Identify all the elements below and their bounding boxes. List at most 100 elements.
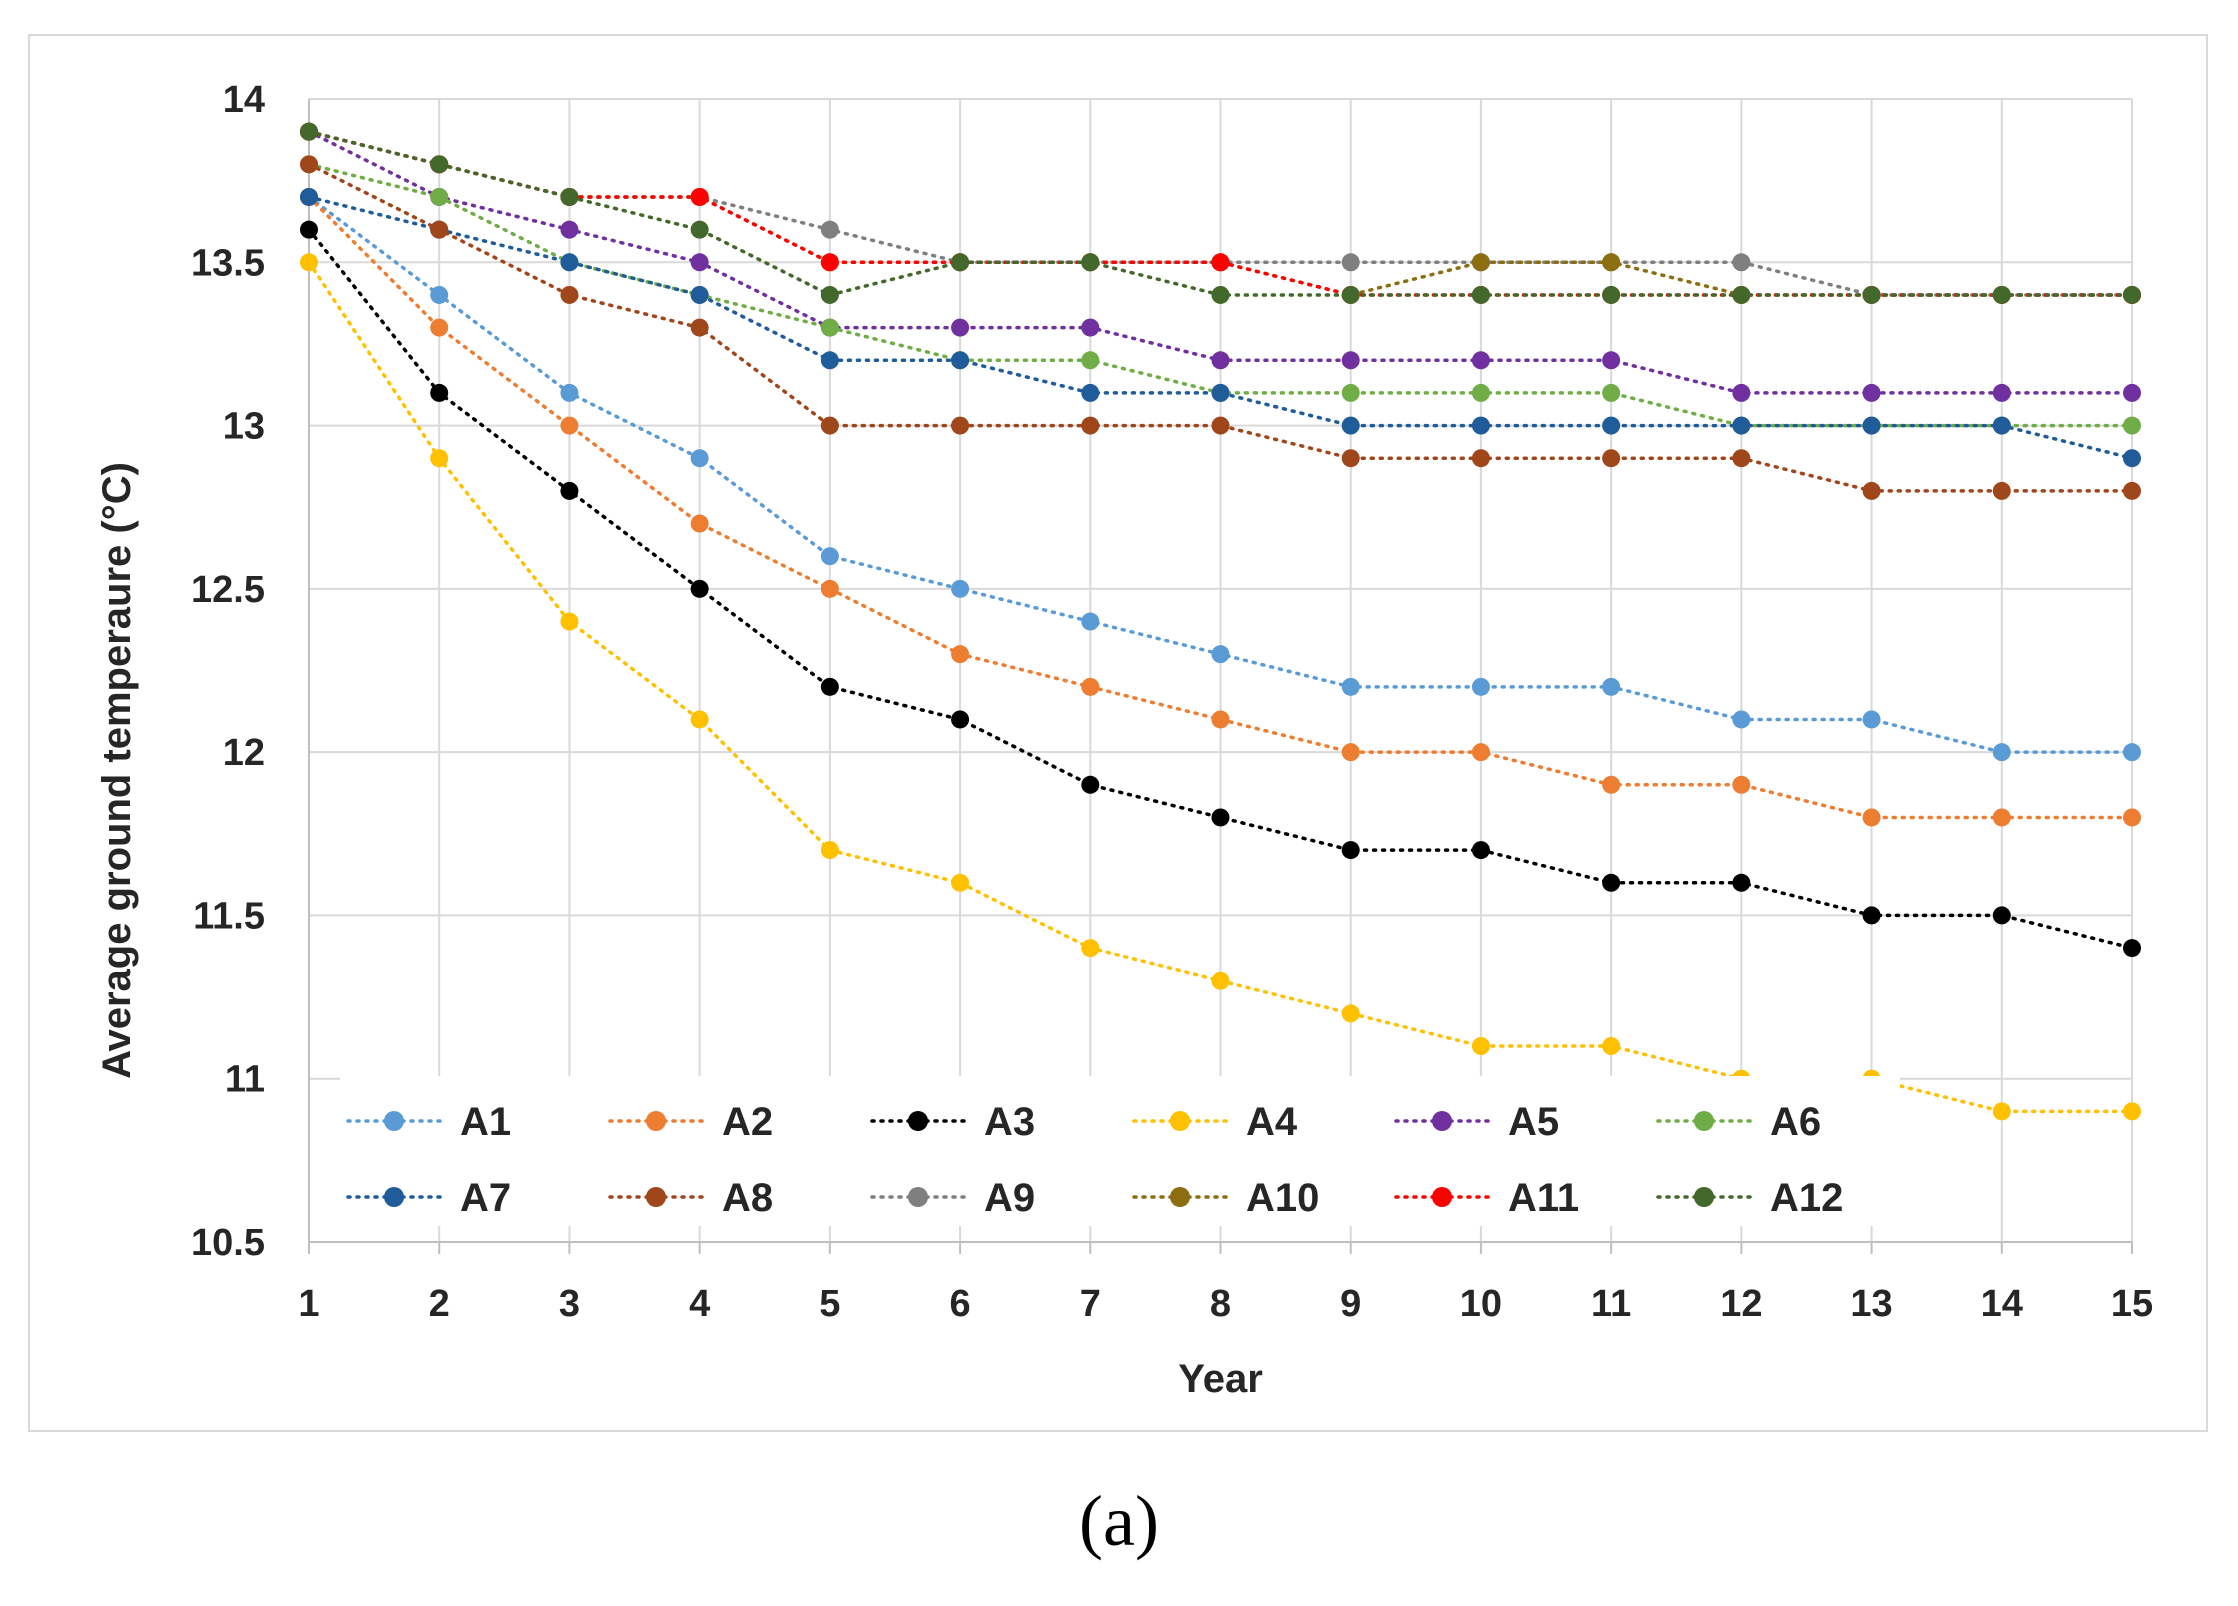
data-point-A5 (951, 318, 970, 337)
data-point-A2 (1471, 743, 1490, 762)
data-point-A6 (2123, 416, 2141, 435)
data-point-A8 (1211, 416, 1230, 435)
x-tick-label: 3 (559, 1283, 580, 1325)
data-point-A12 (1992, 285, 2011, 304)
legend-item-A6: A6 (1656, 1100, 1821, 1144)
data-point-A6 (1081, 351, 1100, 370)
x-tick-label: 5 (819, 1283, 840, 1325)
data-point-A2 (690, 514, 709, 533)
data-point-A7 (1211, 383, 1230, 402)
series-A8 (300, 155, 2141, 500)
data-point-A10 (1471, 253, 1490, 272)
y-tick-label: 11 (225, 1059, 265, 1101)
data-point-A9 (820, 220, 839, 239)
legend-label-A12: A12 (1770, 1176, 1843, 1220)
data-point-A11 (1211, 253, 1230, 272)
legend-item-A12: A12 (1656, 1176, 1843, 1220)
data-point-A12 (1211, 285, 1230, 304)
legend-background (340, 1076, 1900, 1226)
data-point-A7 (951, 351, 970, 370)
data-point-A2 (1602, 775, 1621, 794)
legend-marker-A3 (908, 1111, 928, 1131)
data-point-A10 (1602, 253, 1621, 272)
data-point-A5 (1081, 318, 1100, 337)
series-A3 (300, 220, 2141, 958)
data-point-A1 (1862, 710, 1881, 729)
data-point-A12 (1471, 285, 1490, 304)
data-point-A8 (1862, 481, 1881, 500)
data-point-A2 (820, 579, 839, 598)
data-point-A8 (1471, 449, 1490, 468)
data-point-A12 (1602, 285, 1621, 304)
data-point-A5 (1211, 351, 1230, 370)
x-tick-label: 11 (1591, 1283, 1631, 1325)
data-point-A7 (1992, 416, 2011, 435)
data-point-A8 (2123, 481, 2141, 500)
data-point-A2 (951, 645, 970, 664)
data-point-A4 (300, 253, 318, 272)
data-point-A3 (1211, 808, 1230, 827)
figure-caption: (a) (1079, 1481, 1159, 1561)
data-point-A8 (1341, 449, 1360, 468)
data-point-A4 (1211, 971, 1230, 990)
legend-label-A11: A11 (1508, 1176, 1579, 1220)
data-point-A3 (1732, 873, 1751, 892)
data-point-A4 (951, 873, 970, 892)
data-point-A4 (690, 710, 709, 729)
data-point-A7 (1602, 416, 1621, 435)
data-point-A4 (560, 612, 579, 631)
data-point-A1 (430, 285, 449, 304)
data-point-A3 (1471, 841, 1490, 860)
x-tick-label: 9 (1340, 1283, 1361, 1325)
legend-item-A7: A7 (346, 1176, 511, 1220)
data-point-A7 (1471, 416, 1490, 435)
data-point-A1 (951, 579, 970, 598)
series-A12 (300, 122, 2141, 304)
legend-marker-A12 (1694, 1187, 1714, 1207)
x-axis-title: Year (1178, 1357, 1263, 1401)
data-point-A2 (1341, 743, 1360, 762)
data-point-A9 (1732, 253, 1751, 272)
x-tick-label: 7 (1080, 1283, 1101, 1325)
data-point-A4 (820, 841, 839, 860)
data-point-A5 (1992, 383, 2011, 402)
legend-item-A5: A5 (1394, 1100, 1559, 1144)
data-point-A4 (1992, 1102, 2011, 1121)
data-point-A4 (1341, 1004, 1360, 1023)
data-point-A8 (300, 155, 318, 174)
legend-label-A9: A9 (984, 1176, 1035, 1220)
data-point-A3 (1341, 841, 1360, 860)
data-point-A8 (1602, 449, 1621, 468)
x-tick-label: 13 (1850, 1283, 1892, 1325)
data-point-A4 (1602, 1037, 1621, 1056)
data-point-A12 (560, 187, 579, 206)
data-point-A7 (820, 351, 839, 370)
data-point-A5 (690, 253, 709, 272)
data-point-A5 (1862, 383, 1881, 402)
x-tick-label: 2 (429, 1283, 450, 1325)
series-line-A3 (307, 227, 2134, 950)
legend-marker-A10 (1170, 1187, 1190, 1207)
data-point-A7 (690, 285, 709, 304)
legend-item-A8: A8 (608, 1176, 773, 1220)
legend-marker-A11 (1432, 1187, 1452, 1207)
data-point-A5 (1341, 351, 1360, 370)
legend-label-A2: A2 (722, 1100, 773, 1144)
x-tick-label: 1 (298, 1283, 319, 1325)
data-point-A2 (1211, 710, 1230, 729)
data-point-A7 (1862, 416, 1881, 435)
data-point-A1 (1732, 710, 1751, 729)
data-point-A5 (1602, 351, 1621, 370)
y-tick-label: 14 (223, 79, 265, 121)
x-tick-label: 10 (1460, 1283, 1502, 1325)
data-point-A9 (1341, 253, 1360, 272)
data-point-A4 (430, 449, 449, 468)
legend-label-A7: A7 (460, 1176, 511, 1220)
data-point-A7 (1732, 416, 1751, 435)
data-point-A3 (1081, 775, 1100, 794)
data-point-A12 (1341, 285, 1360, 304)
data-point-A3 (1992, 906, 2011, 925)
data-point-A7 (2123, 449, 2141, 468)
data-point-A11 (820, 253, 839, 272)
